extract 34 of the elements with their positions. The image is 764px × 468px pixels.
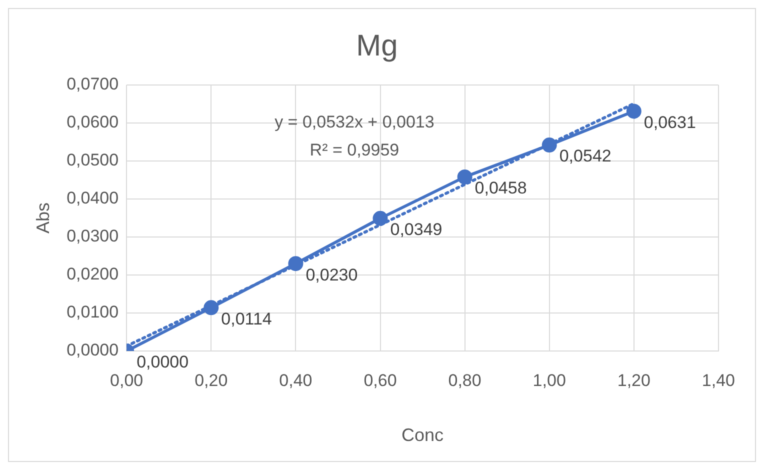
data-label: 0,0000 (136, 352, 189, 372)
annotation: R² = 0,9959 (310, 140, 400, 160)
data-label: 0,0349 (390, 220, 442, 240)
data-label: 0,0542 (559, 146, 612, 166)
y-tick-label: 0,0700 (66, 74, 119, 94)
point (204, 300, 219, 316)
x-tick-label: 1,40 (702, 370, 736, 390)
y-axis-title: Abs (32, 202, 53, 234)
x-tick-label: 0,40 (279, 370, 312, 390)
chart-title: Mg (356, 29, 398, 62)
y-tick-label: 0,0600 (66, 112, 119, 132)
y-tick-label: 0,0000 (66, 340, 119, 360)
point (288, 256, 304, 272)
x-tick-label: 0,20 (194, 370, 228, 390)
annotation: y = 0,0532x + 0,0013 (274, 112, 434, 132)
point (457, 169, 472, 184)
y-tick-label: 0,0100 (66, 302, 119, 322)
y-tick-label: 0,0400 (66, 188, 119, 208)
x-tick-label: 0,60 (364, 370, 397, 390)
x-tick-label: 1,00 (532, 370, 566, 390)
data-label: 0,0458 (474, 178, 527, 198)
y-tick-label: 0,0500 (66, 150, 119, 170)
data-label: 0,0114 (221, 309, 272, 328)
x-tick-label: 0,80 (448, 370, 482, 390)
x-tick-label: 1,20 (617, 370, 650, 390)
data-label: 0,0631 (644, 112, 696, 132)
y-tick-label: 0,0300 (66, 226, 119, 246)
point (542, 138, 557, 153)
x-tick-label: 0,00 (110, 370, 144, 390)
x-axis-title: Conc (402, 425, 444, 446)
y-tick-label: 0,0200 (66, 264, 119, 284)
point (372, 210, 388, 226)
point (626, 104, 642, 119)
data-label: 0,0230 (306, 265, 358, 284)
